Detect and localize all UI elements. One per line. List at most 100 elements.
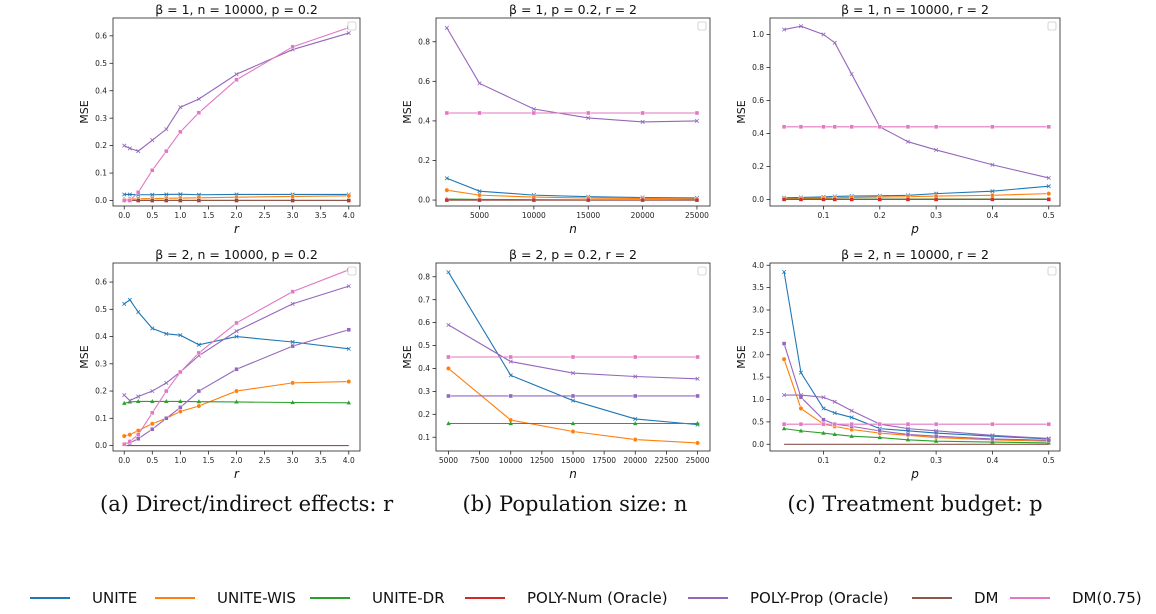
data-point	[990, 421, 995, 427]
data-point	[164, 416, 169, 421]
legend-item-unite-wis: UNITE-WIS	[155, 585, 296, 611]
data-point	[508, 421, 513, 426]
y-tick-label: 0.8	[418, 272, 430, 281]
x-tick-label: 3.5	[315, 456, 327, 465]
x-tick-label: 0.5	[146, 211, 158, 220]
data-point	[150, 326, 155, 331]
data-point	[196, 110, 202, 115]
x-tick-label: 3.5	[315, 211, 327, 220]
data-point	[127, 432, 133, 438]
legend-item-unite-dr: UNITE-DR	[310, 585, 445, 611]
caption-c: (c) Treatment budget: p	[787, 492, 1043, 516]
chart-title: β = 1, n = 10000, r = 2	[841, 2, 989, 17]
data-point	[150, 427, 155, 432]
legend-label: POLY-Num (Oracle)	[527, 589, 668, 607]
data-point	[290, 343, 295, 349]
y-axis-label: MSE	[78, 345, 91, 368]
data-point	[586, 110, 591, 116]
data-point	[234, 320, 239, 326]
data-point	[477, 192, 482, 198]
x-tick-label: 3.0	[287, 211, 299, 220]
data-point	[990, 124, 995, 130]
data-point	[877, 421, 883, 427]
data-point	[234, 329, 239, 334]
data-point	[136, 399, 141, 404]
series-line-unite-wis	[124, 380, 349, 437]
plot-frame	[769, 262, 1061, 452]
data-point	[781, 421, 787, 427]
data-point	[633, 416, 638, 421]
data-point	[346, 327, 351, 332]
data-point	[849, 71, 854, 77]
data-point	[849, 421, 854, 427]
data-point	[508, 354, 513, 360]
data-point	[570, 421, 576, 426]
series-line-poly-prop-oracle	[783, 25, 1049, 179]
x-tick-label: 0.5	[1043, 456, 1055, 465]
data-point	[849, 408, 854, 413]
data-point	[444, 187, 450, 193]
y-tick-label: 0.6	[95, 278, 107, 287]
data-point	[444, 25, 449, 30]
y-tick-label: 0.2	[95, 387, 107, 396]
plot-area	[444, 25, 700, 203]
series-line-unite-dr	[124, 400, 349, 404]
data-point	[781, 124, 787, 130]
data-point	[821, 417, 826, 422]
y-tick-label: 1.0	[752, 395, 764, 404]
data-point	[127, 146, 132, 151]
x-tick-label: 10000	[522, 211, 546, 220]
plot-frame	[435, 17, 711, 207]
data-point	[127, 439, 133, 444]
data-point	[1046, 191, 1052, 197]
x-tick-label: 25000	[685, 211, 709, 220]
x-tick-label: 0.2	[874, 211, 886, 220]
data-point	[694, 118, 700, 123]
y-tick-label: 2.5	[752, 328, 764, 337]
data-point	[234, 367, 239, 372]
y-tick-label: 2.0	[752, 350, 764, 359]
y-axis-label: MSE	[401, 345, 414, 368]
data-point	[570, 429, 576, 434]
data-point	[477, 110, 482, 116]
y-axis-label: MSE	[401, 100, 414, 123]
plot-frame	[112, 17, 361, 207]
series-line-poly-prop-oracle	[446, 27, 697, 123]
data-point	[933, 124, 939, 130]
chart-title: β = 1, n = 10000, p = 0.2	[155, 2, 318, 17]
legend-swatch	[310, 597, 350, 599]
data-point	[821, 421, 826, 427]
y-axis-label: MSE	[735, 100, 748, 123]
data-point	[150, 192, 155, 197]
data-point	[905, 124, 911, 130]
data-point	[798, 392, 804, 398]
y-tick-label: 0.6	[418, 77, 430, 86]
data-point	[122, 393, 127, 398]
data-point	[905, 139, 911, 144]
data-point	[570, 398, 576, 403]
data-point	[164, 331, 169, 336]
x-tick-label: 0.0	[118, 211, 130, 220]
data-point	[127, 398, 132, 403]
legend-item-unite: UNITE	[30, 585, 137, 611]
data-point	[695, 421, 700, 426]
data-point	[798, 406, 804, 411]
empty-legend-box	[697, 21, 707, 31]
x-axis-label: n	[569, 222, 577, 236]
y-tick-label: 3.5	[752, 283, 764, 292]
data-point	[905, 421, 911, 427]
data-point	[446, 393, 451, 399]
data-point	[1046, 436, 1051, 441]
y-tick-label: 0.8	[418, 37, 430, 46]
data-point	[150, 399, 155, 404]
legend-swatch	[30, 597, 70, 599]
plot-area	[121, 25, 352, 203]
data-point	[150, 388, 155, 394]
data-point	[570, 354, 576, 360]
x-tick-label: 0.1	[818, 211, 830, 220]
data-point	[122, 400, 127, 405]
y-tick-label: 0.3	[95, 114, 107, 123]
chart-panel-5: β = 2, p = 0.2, r = 2 5000 7500 10000 12500 1…	[401, 247, 711, 481]
y-tick-label: 0.4	[752, 129, 764, 138]
y-tick-label: 0.5	[752, 418, 764, 427]
